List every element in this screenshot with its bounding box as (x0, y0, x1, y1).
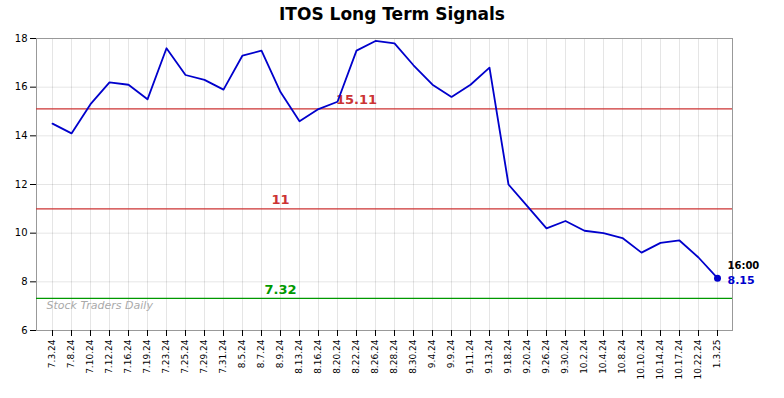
svg-text:10.22.24: 10.22.24 (693, 339, 703, 379)
svg-text:7.31.24: 7.31.24 (218, 339, 228, 374)
svg-text:9.30.24: 9.30.24 (560, 339, 570, 374)
svg-text:1.3.25: 1.3.25 (712, 340, 722, 369)
svg-text:9.13.24: 9.13.24 (484, 339, 494, 374)
svg-text:7.32: 7.32 (264, 282, 296, 297)
svg-text:18: 18 (15, 33, 28, 44)
svg-text:8.9.24: 8.9.24 (275, 339, 285, 368)
svg-text:11: 11 (271, 192, 289, 207)
svg-text:14: 14 (15, 130, 28, 141)
svg-text:8.22.24: 8.22.24 (351, 339, 361, 374)
svg-text:10.2.24: 10.2.24 (579, 339, 589, 374)
svg-text:Stock Traders Daily: Stock Traders Daily (47, 299, 154, 312)
svg-text:7.10.24: 7.10.24 (85, 339, 95, 374)
svg-text:10.10.24: 10.10.24 (636, 339, 646, 379)
svg-text:8.7.24: 8.7.24 (256, 339, 266, 368)
html-text:ITOS Long Term Signals: ITOS Long Term Signals (279, 4, 505, 24)
svg-text:10.8.24: 10.8.24 (617, 339, 627, 374)
svg-text:9.9.24: 9.9.24 (446, 339, 456, 368)
svg-text:7.19.24: 7.19.24 (142, 339, 152, 374)
svg-text:8.26.24: 8.26.24 (370, 339, 380, 374)
svg-text:8.20.24: 8.20.24 (332, 339, 342, 374)
svg-text:15.11: 15.11 (336, 92, 377, 107)
svg-text:7.8.24: 7.8.24 (66, 339, 76, 368)
svg-text:8.5.24: 8.5.24 (237, 339, 247, 368)
svg-text:7.25.24: 7.25.24 (180, 339, 190, 374)
svg-text:7.23.24: 7.23.24 (161, 339, 171, 374)
svg-text:7.12.24: 7.12.24 (104, 339, 114, 374)
svg-text:9.26.24: 9.26.24 (541, 339, 551, 374)
svg-text:9.20.24: 9.20.24 (522, 339, 532, 374)
svg-text:7.3.24: 7.3.24 (47, 339, 57, 368)
svg-text:10: 10 (15, 227, 28, 238)
svg-text:9.11.24: 9.11.24 (465, 339, 475, 374)
svg-text:9.18.24: 9.18.24 (503, 339, 513, 374)
svg-text:7.29.24: 7.29.24 (199, 339, 209, 374)
svg-text:8.30.24: 8.30.24 (408, 339, 418, 374)
svg-text:16: 16 (15, 81, 28, 92)
svg-text:8: 8 (21, 276, 27, 287)
svg-text:7.16.24: 7.16.24 (123, 339, 133, 374)
svg-text:8.13.24: 8.13.24 (294, 339, 304, 374)
svg-text:10.17.24: 10.17.24 (674, 339, 684, 379)
svg-text:8.16.24: 8.16.24 (313, 339, 323, 374)
svg-text:10.4.24: 10.4.24 (598, 339, 608, 374)
svg-text:16:00: 16:00 (728, 260, 760, 271)
svg-text:8.15: 8.15 (728, 274, 755, 287)
svg-text:8.28.24: 8.28.24 (389, 339, 399, 374)
svg-text:10.14.24: 10.14.24 (655, 339, 665, 379)
svg-text:12: 12 (15, 179, 28, 190)
svg-text:6: 6 (21, 325, 27, 336)
svg-text:9.4.24: 9.4.24 (427, 339, 437, 368)
